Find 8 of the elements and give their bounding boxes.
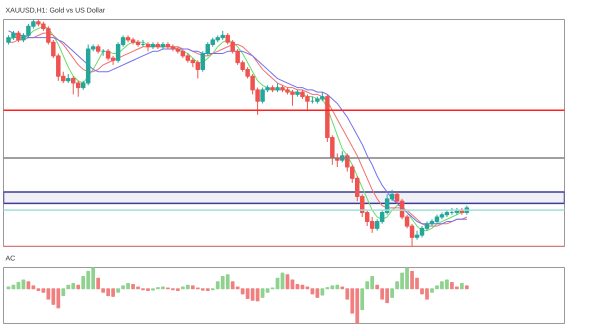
candlestick [146,42,150,52]
bar [464,285,469,290]
bar [460,283,464,290]
candlestick [275,82,280,93]
candlestick [96,44,100,54]
candlestick [16,30,21,43]
candlestick [66,73,71,84]
bar [76,284,80,290]
